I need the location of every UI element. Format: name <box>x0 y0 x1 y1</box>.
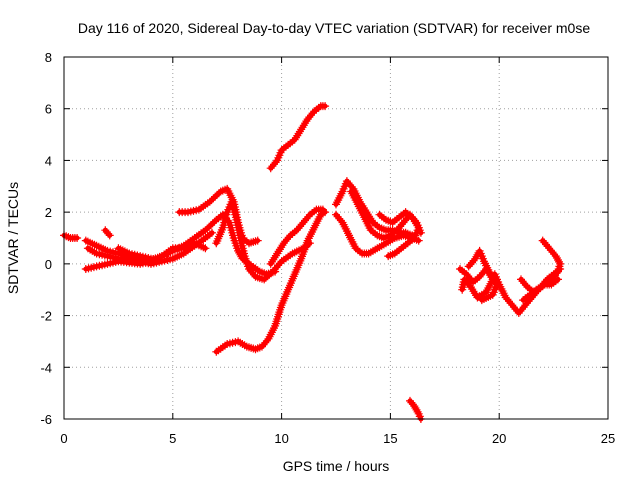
y-tick-label: 0 <box>45 257 52 272</box>
data-series <box>114 244 164 264</box>
data-series <box>519 236 565 305</box>
y-tick-label: 8 <box>45 50 52 65</box>
y-tick-label: -6 <box>40 412 52 427</box>
data-series-layer <box>60 102 565 423</box>
series-markers <box>212 208 330 356</box>
chart-title: Day 116 of 2020, Sidereal Day-to-day VTE… <box>78 20 590 36</box>
grid-lines <box>64 57 608 419</box>
series-markers <box>266 102 330 173</box>
x-tick-label: 0 <box>60 431 67 446</box>
series-markers <box>212 197 314 284</box>
x-tick-label: 20 <box>492 431 506 446</box>
data-series <box>266 102 330 173</box>
x-tick-label: 5 <box>169 431 176 446</box>
y-tick-label: -4 <box>40 360 52 375</box>
x-tick-label: 25 <box>601 431 615 446</box>
y-tick-label: 6 <box>45 102 52 117</box>
series-markers <box>114 244 164 264</box>
data-series <box>375 208 423 261</box>
data-series <box>406 396 425 423</box>
series-track <box>102 227 113 238</box>
data-series <box>101 226 114 240</box>
data-series <box>266 205 327 268</box>
x-tick-label: 10 <box>274 431 288 446</box>
axis-ticks: 0 5 10 15 20 25 -6 -4 -2 0 2 4 6 8 <box>40 50 615 446</box>
y-tick-label: 4 <box>45 153 52 168</box>
data-series <box>60 231 82 242</box>
series-markers <box>101 226 114 240</box>
series-markers <box>519 236 565 305</box>
series-markers <box>266 205 327 268</box>
series-markers <box>375 208 423 261</box>
x-tick-label: 15 <box>383 431 397 446</box>
data-series <box>212 208 330 356</box>
x-axis-label: GPS time / hours <box>283 458 390 474</box>
y-tick-label: 2 <box>45 205 52 220</box>
plot-frame <box>63 56 609 420</box>
data-series <box>212 197 314 284</box>
series-markers <box>332 210 423 258</box>
data-series <box>332 210 423 258</box>
series-markers <box>406 396 425 423</box>
y-axis-label: SDTVAR / TECUs <box>5 182 21 294</box>
y-tick-label: -2 <box>40 309 52 324</box>
